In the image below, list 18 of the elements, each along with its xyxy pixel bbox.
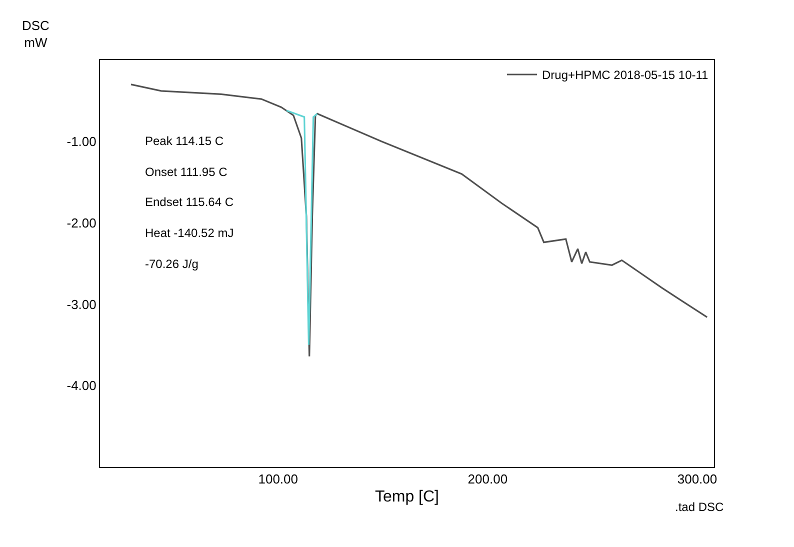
y-tick-label: -3.00 xyxy=(66,296,96,312)
annotation: -70.26 J/g xyxy=(145,257,198,271)
annotation: Onset 111.95 C xyxy=(145,165,228,179)
annotation: Peak 114.15 C xyxy=(145,134,224,148)
line-series xyxy=(130,84,708,358)
y-tick-label: -4.00 xyxy=(66,378,96,394)
text: .tad DSC xyxy=(675,500,724,514)
legend-label: Drug+HPMC 2018-05-15 10-11 xyxy=(542,68,709,82)
x-tick-label: 200.00 xyxy=(468,472,508,487)
x-axis-title: Temp [C] xyxy=(374,488,440,506)
y-tick-label: -1.00 xyxy=(66,134,96,149)
x-tick-label: 300.00 xyxy=(677,472,718,487)
line-series xyxy=(286,110,318,346)
annotation: Heat -140.52 mJ xyxy=(145,226,234,240)
y-tick-label: -2.00 xyxy=(66,215,96,230)
annotation: Endset 115.64 C xyxy=(145,195,234,209)
x-tick-label: 100.00 xyxy=(258,472,298,487)
y-axis-title: DSC mW xyxy=(22,18,50,50)
